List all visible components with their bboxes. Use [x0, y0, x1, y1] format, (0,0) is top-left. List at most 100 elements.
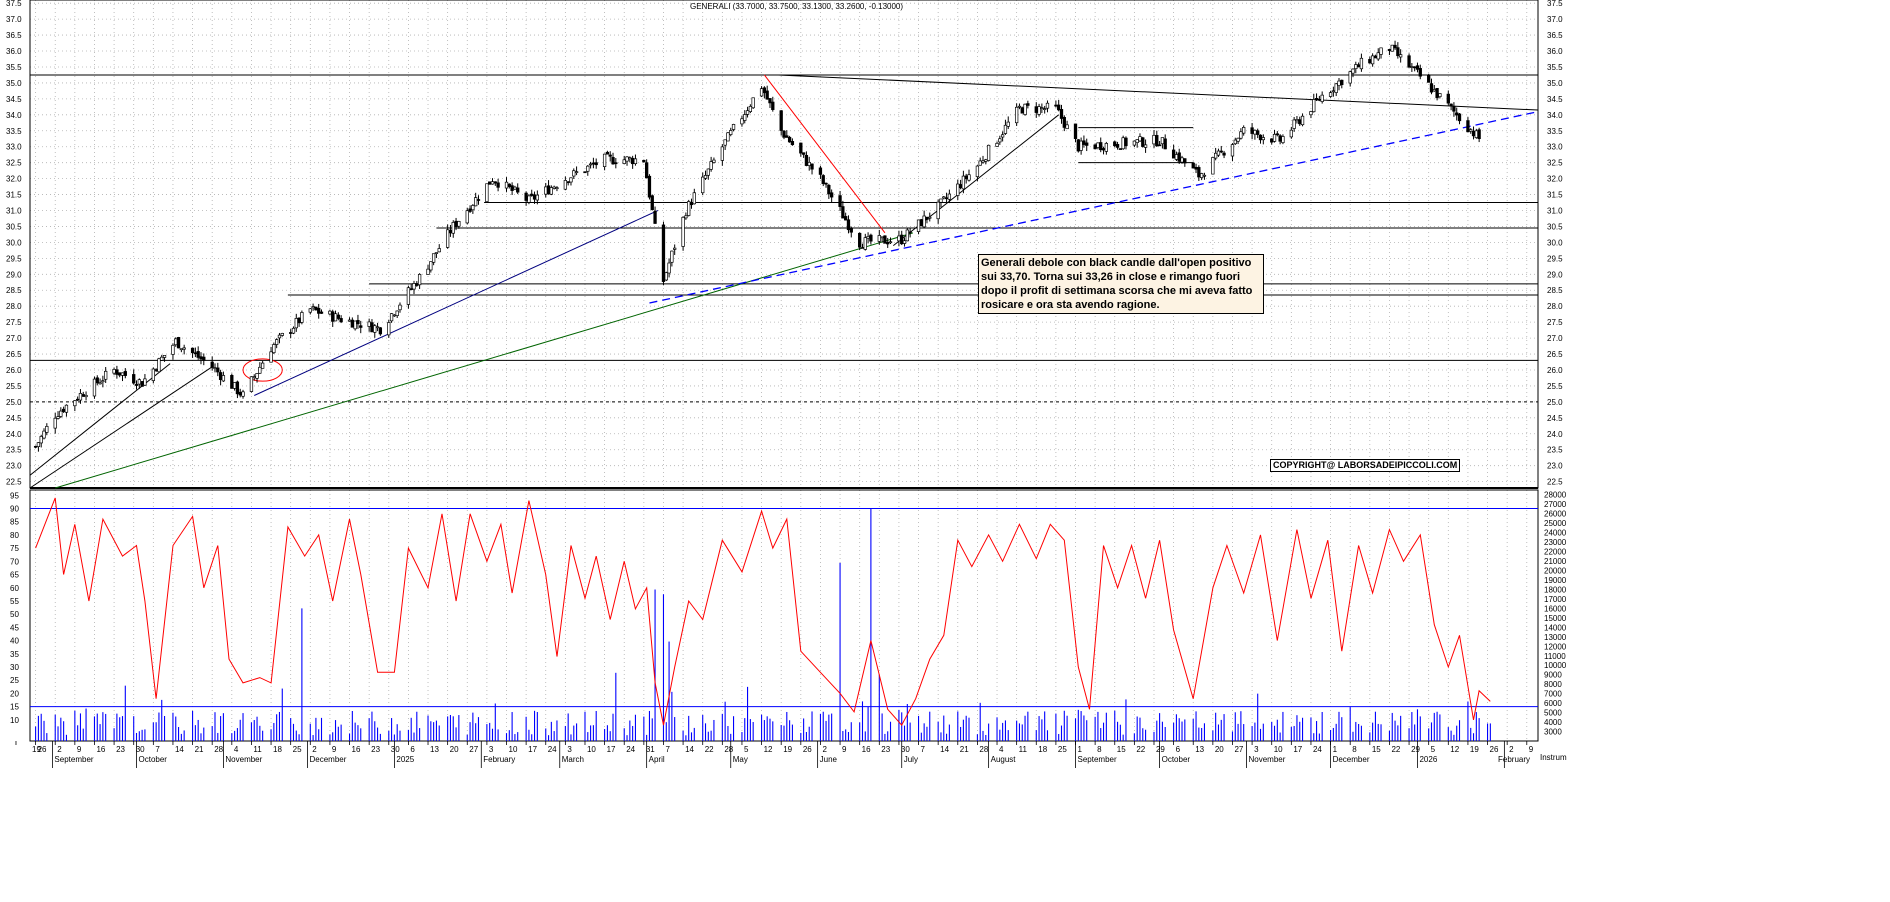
candle-body [908, 231, 912, 234]
candle-body [818, 167, 823, 175]
candle-body [958, 184, 963, 189]
candle-body [530, 193, 534, 196]
y-tick-right: 35.0 [1547, 79, 1563, 88]
candle-body [1037, 106, 1041, 115]
candle-body [883, 235, 887, 244]
x-day-tick: 16 [352, 745, 361, 754]
candle-body [493, 181, 497, 184]
candle-body [661, 224, 666, 282]
candle-body [1295, 119, 1299, 122]
candle-body [720, 146, 724, 161]
osc-y-tick: 55 [10, 597, 19, 606]
x-day-tick: 9 [1529, 745, 1534, 754]
candle-body [1410, 66, 1414, 68]
volume-y-tick: 23000 [1544, 538, 1567, 547]
candle-body [1455, 112, 1459, 116]
candle-body [1096, 142, 1100, 148]
candle-body [451, 222, 455, 234]
y-tick-left: 36.5 [6, 31, 22, 40]
x-day-tick: 2 [57, 745, 62, 754]
candle-body [490, 181, 495, 185]
candle-body [1242, 127, 1246, 134]
candle-body [602, 153, 607, 167]
candle-body [936, 201, 940, 220]
candle-body [1135, 139, 1139, 144]
candle-body [768, 98, 772, 104]
volume-y-tick: 18000 [1544, 585, 1567, 594]
candle-body [630, 157, 635, 165]
candle-body [967, 174, 971, 181]
candle-body [863, 237, 867, 250]
candle-body [743, 114, 747, 121]
trend-line [29, 366, 213, 489]
y-tick-right: 23.0 [1547, 462, 1563, 471]
candle-body [1449, 103, 1453, 107]
candle-body [821, 175, 825, 184]
candle-body [429, 261, 433, 271]
y-tick-left: 28.5 [6, 286, 22, 295]
candle-body [614, 162, 618, 165]
candle-body [1281, 136, 1285, 144]
candle-body [916, 219, 921, 232]
candle-body [426, 268, 430, 275]
candle-body [485, 183, 489, 203]
candle-body [975, 165, 980, 177]
candle-body [703, 175, 708, 179]
candle-body [1155, 135, 1159, 147]
x-day-tick: 28 [979, 745, 988, 754]
candle-body [731, 124, 736, 130]
x-month-label: October [1162, 755, 1191, 764]
candle-body [412, 283, 416, 290]
candle-body [1320, 94, 1324, 102]
candle-body [726, 132, 730, 142]
candle-body [76, 398, 80, 401]
x-day-tick: 16 [862, 745, 871, 754]
volume-y-tick: 7000 [1544, 690, 1562, 699]
y-tick-right: 25.0 [1547, 398, 1563, 407]
candle-body [157, 358, 161, 373]
candle-body [583, 171, 587, 174]
y-tick-right: 34.5 [1547, 95, 1563, 104]
x-day-tick: 5 [1431, 745, 1436, 754]
osc-y-tick: 40 [10, 637, 19, 646]
candle-body [1199, 173, 1204, 178]
osc-y-tick: 80 [10, 531, 19, 540]
candle-body [824, 182, 828, 185]
y-tick-left: 24.0 [6, 430, 22, 439]
oscillator-line [35, 497, 1491, 726]
candle-body [858, 232, 862, 248]
candle-body [218, 372, 223, 380]
candle-body [1045, 102, 1050, 109]
candle-body [132, 374, 136, 384]
candle-body [275, 339, 279, 345]
x-day-tick: 19 [1470, 745, 1479, 754]
candle-body [1236, 137, 1240, 142]
y-tick-left: 29.0 [6, 270, 22, 279]
candle-body [1469, 129, 1473, 132]
candle-body [1275, 133, 1279, 136]
trend-line [55, 232, 914, 489]
candle-body [701, 176, 705, 194]
candle-body [294, 318, 298, 329]
candle-body [1387, 49, 1392, 51]
x-month-label: July [904, 755, 918, 764]
candle-body [174, 338, 178, 346]
candle-body [496, 182, 500, 188]
candle-body [162, 354, 167, 358]
candle-body [179, 348, 184, 351]
y-tick-right: 24.0 [1547, 430, 1563, 439]
x-day-tick: 23 [371, 745, 380, 754]
candle-body [300, 312, 304, 323]
candle-body [255, 373, 259, 379]
x-day-tick: 10 [1274, 745, 1283, 754]
candle-body [314, 306, 318, 311]
candle-body [137, 379, 141, 385]
candle-body [1121, 137, 1125, 150]
y-tick-left: 23.5 [6, 446, 22, 455]
x-day-tick: 30 [901, 745, 910, 754]
volume-y-tick: 19000 [1544, 576, 1567, 585]
candle-body [787, 136, 792, 143]
candle-body [61, 408, 66, 412]
candle-body [140, 381, 144, 387]
